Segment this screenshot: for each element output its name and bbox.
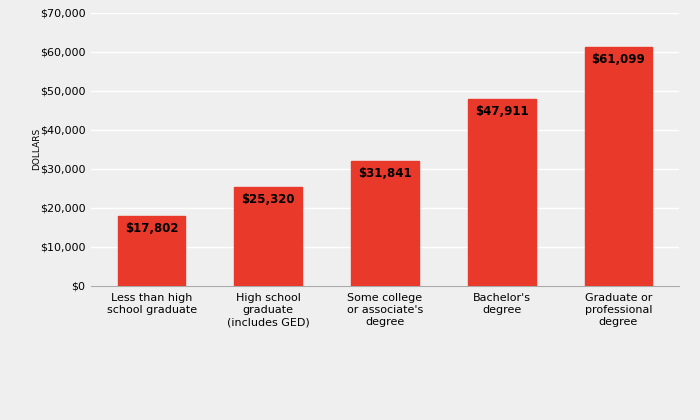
Text: $25,320: $25,320 [241,193,295,206]
Text: $61,099: $61,099 [592,53,645,66]
Text: $17,802: $17,802 [125,222,178,235]
Bar [118,216,186,286]
Y-axis label: DOLLARS: DOLLARS [32,128,41,170]
Bar [584,47,652,286]
Bar [468,99,536,286]
Bar [351,161,419,286]
Text: $31,841: $31,841 [358,167,412,180]
Text: $47,911: $47,911 [475,105,528,118]
Bar [234,187,302,286]
